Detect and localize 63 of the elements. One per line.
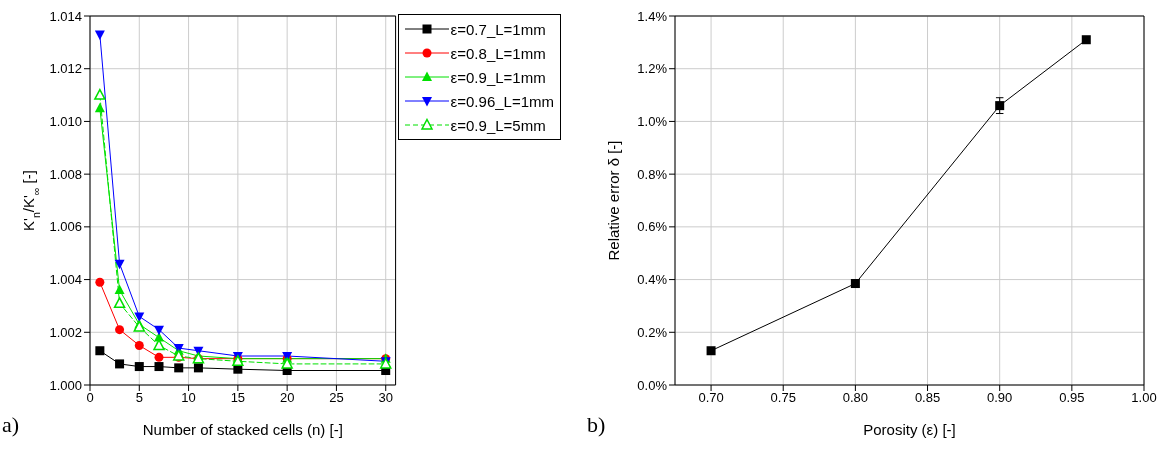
x-tick-label: 1.00: [1131, 390, 1157, 406]
point: [281, 357, 293, 369]
point: [94, 88, 106, 100]
y-tick-label: 1.002: [49, 324, 82, 340]
point: [94, 30, 105, 40]
x-tick-label: 15: [230, 390, 246, 406]
x-axis-title: Porosity (ε) [-]: [863, 421, 956, 438]
y-axis-title: Relative error δ [-]: [605, 140, 622, 261]
y-tick-label: 1.2%: [637, 61, 668, 77]
point: [154, 352, 164, 362]
point: [134, 362, 144, 372]
text: b): [587, 412, 606, 438]
legend-label: ε=0.9_L=5mm: [450, 116, 546, 134]
x-tick-label: 20: [279, 390, 295, 406]
y-tick-label: 0.4%: [637, 272, 668, 288]
x-tick-label: 0.70: [698, 390, 724, 406]
legend-label: ε=0.7_L=1mm: [450, 20, 546, 38]
y-tick-label: 1.014: [49, 8, 82, 24]
y-tick-label: 1.008: [49, 166, 82, 182]
point: [1081, 35, 1091, 45]
y-tick-label: 1.004: [49, 272, 82, 288]
legend-label: ε=0.9_L=1mm: [450, 68, 546, 86]
x-tick-label: 0.95: [1059, 390, 1085, 406]
point: [995, 101, 1005, 111]
point: [850, 279, 860, 289]
point: [174, 363, 184, 373]
point: [114, 259, 125, 270]
y-tick-label: 0.0%: [637, 377, 668, 393]
y-tick-label: 1.006: [49, 219, 82, 235]
text: a): [2, 412, 20, 438]
point: [115, 359, 125, 369]
y-tick-label: 0.6%: [637, 219, 668, 235]
point: [114, 284, 125, 295]
y-tick-label: 1.4%: [637, 8, 668, 24]
point: [134, 312, 145, 322]
point: [95, 346, 105, 356]
point: [94, 102, 105, 113]
x-tick-label: 0.85: [914, 390, 941, 406]
x-tick-label: 0: [86, 390, 94, 406]
legend-label: ε=0.8_L=1mm: [450, 44, 546, 62]
point: [154, 362, 164, 372]
x-axis-title: Number of stacked cells (n) [-]: [142, 421, 343, 438]
x-tick-label: 0.90: [987, 390, 1013, 406]
x-tick-label: 0.75: [770, 390, 796, 406]
x-tick-label: 10: [181, 390, 196, 406]
point: [706, 346, 716, 356]
y-tick-label: 1.0%: [637, 114, 668, 130]
point: [193, 363, 203, 373]
point: [115, 325, 125, 335]
x-tick-label: 30: [378, 390, 393, 406]
point: [95, 277, 105, 287]
legend-label: ε=0.96_L=1mm: [450, 92, 554, 110]
y-tick-label: 0.8%: [637, 166, 668, 182]
point: [154, 325, 164, 336]
point: [134, 340, 144, 350]
y-tick-label: 1.012: [49, 61, 82, 77]
x-tick-label: 25: [329, 390, 344, 406]
x-tick-label: 0.80: [842, 390, 869, 406]
y-tick-label: 0.2%: [637, 324, 668, 340]
x-tick-label: 5: [135, 390, 143, 406]
point: [113, 297, 126, 309]
y-tick-label: 1.000: [49, 377, 82, 393]
y-tick-label: 1.010: [49, 114, 82, 130]
